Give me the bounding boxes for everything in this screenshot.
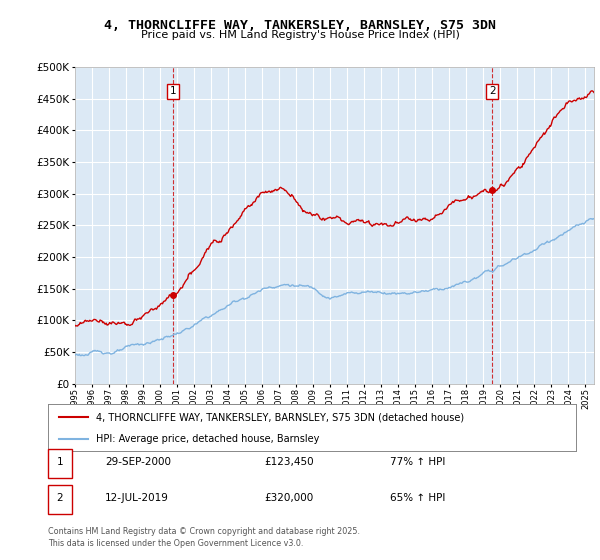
Text: 1: 1 <box>56 457 64 467</box>
Text: 77% ↑ HPI: 77% ↑ HPI <box>390 457 445 467</box>
Text: 29-SEP-2000: 29-SEP-2000 <box>105 457 171 467</box>
Text: 1: 1 <box>170 86 176 96</box>
Text: HPI: Average price, detached house, Barnsley: HPI: Average price, detached house, Barn… <box>95 433 319 444</box>
Text: £320,000: £320,000 <box>264 493 313 503</box>
Text: Contains HM Land Registry data © Crown copyright and database right 2025.
This d: Contains HM Land Registry data © Crown c… <box>48 527 360 548</box>
Text: £123,450: £123,450 <box>264 457 314 467</box>
Text: Price paid vs. HM Land Registry's House Price Index (HPI): Price paid vs. HM Land Registry's House … <box>140 30 460 40</box>
Text: 4, THORNCLIFFE WAY, TANKERSLEY, BARNSLEY, S75 3DN: 4, THORNCLIFFE WAY, TANKERSLEY, BARNSLEY… <box>104 18 496 32</box>
Text: 2: 2 <box>56 493 64 503</box>
Text: 65% ↑ HPI: 65% ↑ HPI <box>390 493 445 503</box>
Text: 4, THORNCLIFFE WAY, TANKERSLEY, BARNSLEY, S75 3DN (detached house): 4, THORNCLIFFE WAY, TANKERSLEY, BARNSLEY… <box>95 412 464 422</box>
Text: 2: 2 <box>489 86 496 96</box>
Text: 12-JUL-2019: 12-JUL-2019 <box>105 493 169 503</box>
